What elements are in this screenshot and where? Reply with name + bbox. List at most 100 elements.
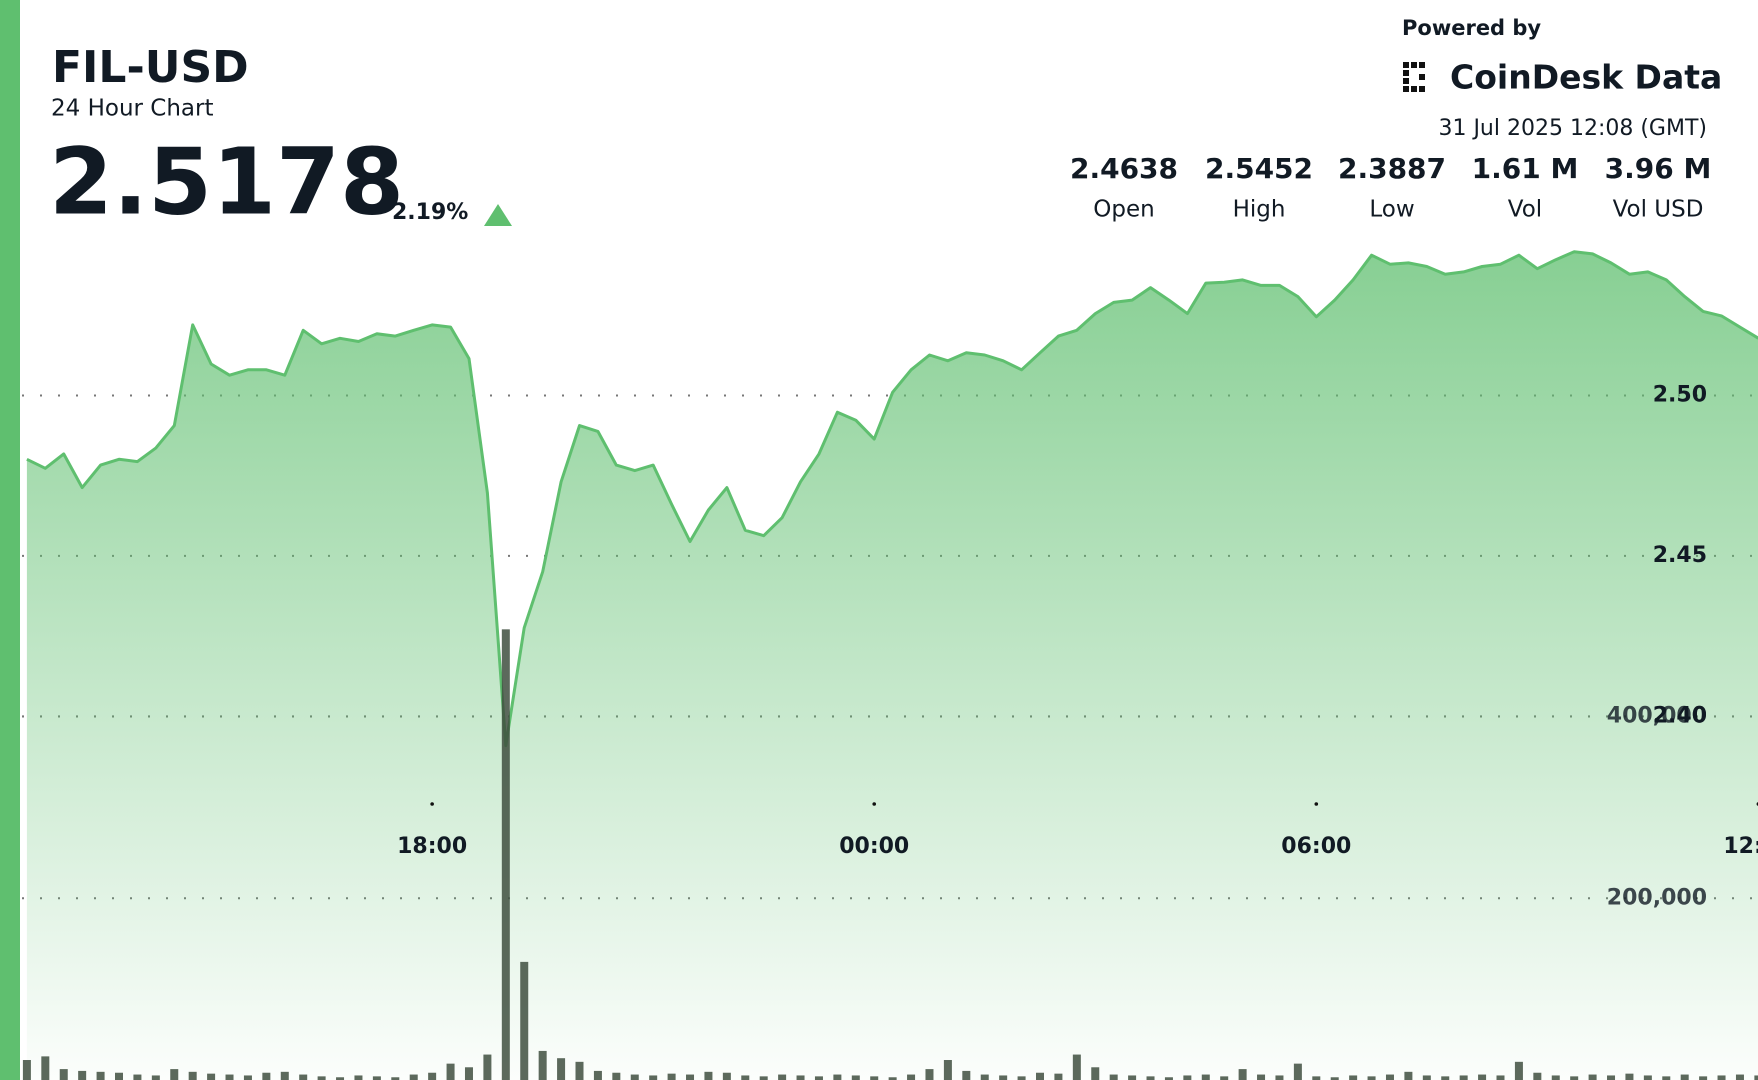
x-tick-label: 18:00 — [397, 834, 467, 859]
volume-bar — [593, 1070, 602, 1080]
volume-bar — [170, 1069, 179, 1080]
volume-bar — [299, 1074, 308, 1080]
volume-bar — [796, 1075, 805, 1080]
volume-bar — [520, 961, 529, 1080]
volume-bar — [980, 1074, 989, 1080]
volume-bar — [925, 1069, 934, 1080]
volume-bar — [1349, 1075, 1358, 1080]
volume-bar — [649, 1075, 658, 1080]
volume-bar — [280, 1071, 289, 1080]
volume-bar — [1514, 1061, 1523, 1080]
volume-bar — [1238, 1069, 1247, 1080]
volume-bar — [999, 1075, 1008, 1080]
y-tick-label: 2.50 — [1653, 382, 1707, 407]
stat-value: 2.3887 — [1338, 152, 1446, 185]
volume-bar — [1754, 1075, 1758, 1080]
volume-bar — [317, 1076, 326, 1080]
volume-bar — [575, 1061, 584, 1080]
volume-bar — [1164, 1077, 1173, 1080]
volume-bar — [409, 1074, 418, 1080]
stat-value: 2.4638 — [1070, 152, 1178, 185]
brand-logo — [1403, 62, 1425, 92]
volume-bar — [1533, 1072, 1542, 1080]
volume-bar — [1091, 1067, 1100, 1080]
stat-value: 1.61 M — [1472, 152, 1579, 185]
volume-bar — [907, 1074, 916, 1080]
volume-bar — [1183, 1075, 1192, 1080]
volume-bar — [354, 1075, 363, 1080]
volume-bar — [391, 1077, 400, 1080]
price-line — [26, 250, 1758, 748]
brand-name: CoinDesk Data — [1450, 58, 1722, 97]
plot-area: 2.40 2.45 2.50 200,000 400,000 18:00 00:00 06:0… — [22, 250, 1758, 1080]
stat-label: Low — [1369, 197, 1414, 223]
volume-bar — [1459, 1075, 1468, 1080]
volume-bar — [133, 1074, 142, 1080]
volume-bar — [151, 1075, 160, 1080]
volume-bar — [483, 1054, 492, 1080]
x-tick-label: 12:00 — [1723, 834, 1758, 859]
stat-value: 2.5452 — [1205, 152, 1313, 185]
volume-bar — [538, 1050, 547, 1080]
volume-bar — [1146, 1076, 1155, 1080]
volume-bar — [943, 1060, 952, 1080]
volume-bar — [1385, 1074, 1394, 1080]
x-tick-mark — [430, 802, 434, 806]
volume-bar — [428, 1072, 437, 1080]
volume-bar — [1017, 1076, 1026, 1080]
volume-bar — [1404, 1071, 1413, 1080]
volume-bar — [188, 1071, 197, 1080]
current-price: 2.5178 — [49, 128, 404, 235]
volume-bar — [1588, 1074, 1597, 1080]
volume-bar — [243, 1075, 252, 1080]
volume-bar — [1441, 1076, 1450, 1080]
volume-bar — [630, 1074, 639, 1080]
volume-bar — [1128, 1075, 1137, 1080]
volume-bar — [814, 1076, 823, 1080]
stat-label: Open — [1093, 197, 1154, 223]
volume-bar — [501, 629, 510, 1080]
volume-bar — [1478, 1074, 1487, 1080]
stat-label: High — [1233, 197, 1286, 223]
volume-bar — [1607, 1075, 1616, 1080]
volume-bar — [1551, 1075, 1560, 1080]
powered-by: Powered by — [1402, 16, 1541, 40]
x-tick-label: 00:00 — [839, 834, 909, 859]
volume-bar — [833, 1074, 842, 1080]
volume-bar — [722, 1072, 731, 1080]
stat-label: Vol USD — [1613, 197, 1704, 223]
stats: 2.4638 Open 2.5452 High 2.3887 Low 1.61 M Vol 3.… — [1070, 152, 1711, 223]
volume-bar — [1220, 1076, 1229, 1080]
volume-bar — [372, 1076, 381, 1080]
volume-bar — [262, 1072, 271, 1080]
volume-bar — [1422, 1075, 1431, 1080]
volume-bar — [446, 1063, 455, 1080]
volume-bar — [778, 1074, 787, 1080]
volume-bar — [1735, 1074, 1744, 1080]
volume-bar — [1625, 1073, 1634, 1080]
volume-bar — [1699, 1076, 1708, 1080]
volume-bar — [1275, 1075, 1284, 1080]
volume-bar — [741, 1075, 750, 1080]
volume-bar — [962, 1070, 971, 1080]
volume-bar — [1054, 1073, 1063, 1080]
volume-bar — [78, 1070, 87, 1080]
volume-bar — [704, 1071, 713, 1080]
up-arrow — [484, 204, 512, 226]
price-change: 2.19% — [392, 200, 468, 225]
volume-bar — [1662, 1076, 1671, 1080]
volume-bar — [1717, 1075, 1726, 1080]
x-tick-mark — [872, 802, 877, 806]
volume-bar — [59, 1069, 68, 1080]
x-tick-mark — [1314, 802, 1319, 806]
y-tick-label: 2.40 — [1653, 703, 1707, 728]
x-tick-label: 06:00 — [1281, 834, 1351, 859]
timestamp: 31 Jul 2025 12:08 (GMT) — [1438, 116, 1707, 141]
left-accent-bar — [0, 0, 20, 1080]
volume-bar — [1293, 1063, 1302, 1080]
volume-bar — [207, 1073, 216, 1080]
price-area — [26, 251, 1758, 1080]
volume-bar — [1570, 1076, 1579, 1080]
volume-bar — [557, 1058, 566, 1080]
